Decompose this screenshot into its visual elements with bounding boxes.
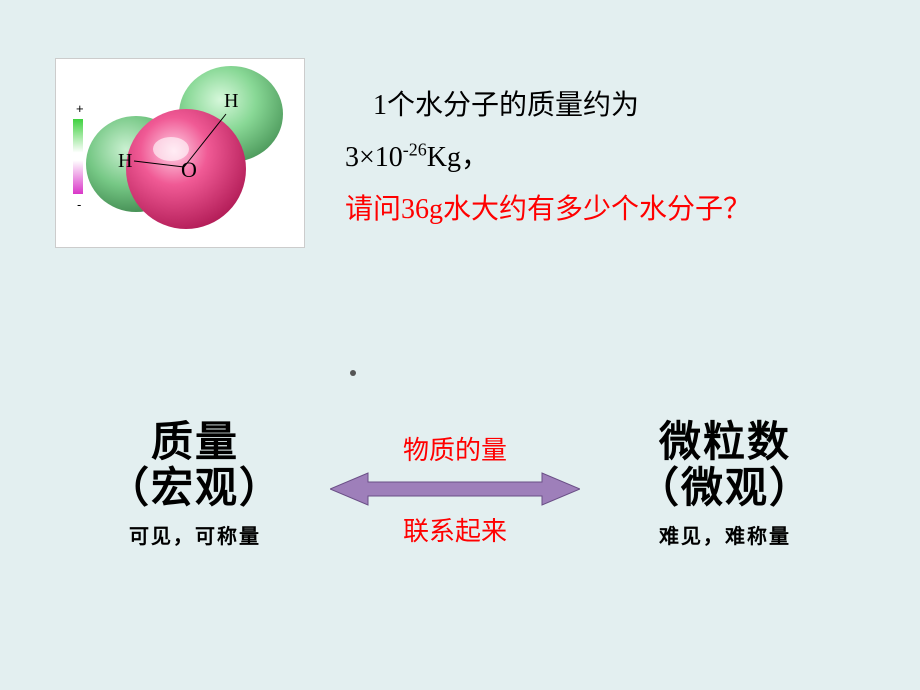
hydrogen-label-1: H xyxy=(224,90,238,112)
mass-label-2: （宏观） xyxy=(107,466,283,512)
particle-note: 难见，难称量 xyxy=(659,526,791,548)
mass-concept: 质量 （宏观） 可见，可称量 xyxy=(85,420,305,549)
text-line2-exp: -26 xyxy=(403,139,427,159)
mass-note: 可见，可称量 xyxy=(129,526,261,548)
water-molecule-svg: + - O H H xyxy=(56,59,306,249)
relationship-arrow-group: 物质的量 联系起来 xyxy=(320,430,590,548)
double-arrow-icon xyxy=(330,471,580,507)
legend-minus: - xyxy=(77,197,81,212)
arrow-top-label: 物质的量 xyxy=(403,436,507,465)
text-line2-prefix: 3×10 xyxy=(345,142,403,173)
particle-label-1: 微粒数 xyxy=(659,420,791,466)
particle-label-2: （微观） xyxy=(637,466,813,512)
hydrogen-label-2: H xyxy=(118,150,132,172)
molecule-image: + - O H H xyxy=(55,58,305,248)
text-line2-suffix: Kg， xyxy=(427,142,489,173)
bullet-dot xyxy=(350,370,356,376)
arrow-bottom-label: 联系起来 xyxy=(403,517,507,546)
question-text: 1个水分子的质量约为 3×10-26Kg， 请问36g水大约有多少个水分子？ xyxy=(345,80,905,235)
particle-concept: 微粒数 （微观） 难见，难称量 xyxy=(610,420,840,549)
legend-plus: + xyxy=(76,101,84,116)
mass-label-1: 质量 xyxy=(151,420,239,466)
text-line3: 请问36g水大约有多少个水分子？ xyxy=(345,194,751,225)
text-line1: 1个水分子的质量约为 xyxy=(373,90,639,121)
